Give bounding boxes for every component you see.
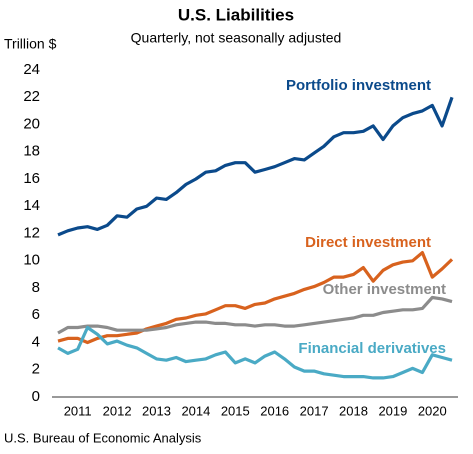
y-tick-label: 16: [23, 170, 40, 187]
x-tick-label: 2019: [378, 403, 407, 418]
series-label: Portfolio investment: [286, 77, 431, 94]
x-tick-label: 2015: [221, 403, 250, 418]
series-line: [57, 325, 453, 380]
y-tick-label: 12: [23, 224, 40, 241]
series-line: [57, 295, 453, 335]
y-axis-label: Trillion $: [4, 36, 57, 52]
x-tick-label: 2011: [64, 403, 92, 418]
x-tick-label: 2018: [339, 403, 368, 418]
series-line: [57, 96, 454, 237]
y-tick-label: 10: [23, 252, 40, 269]
series-label: Other investment: [323, 281, 446, 298]
y-tick-label: 0: [32, 388, 40, 405]
y-tick-label: 24: [23, 61, 40, 78]
y-tick-label: 20: [23, 115, 40, 132]
x-tick-label: 2017: [300, 403, 329, 418]
y-tick-label: 22: [23, 88, 40, 105]
x-tick-label: 2016: [260, 403, 289, 418]
x-tick-label: 2020: [418, 403, 447, 418]
source: U.S. Bureau of Economic Analysis: [4, 430, 202, 445]
series-line: [57, 251, 454, 345]
chart-subtitle: Quarterly, not seasonally adjusted: [131, 30, 342, 46]
x-tick-label: 2013: [142, 403, 171, 418]
y-tick-label: 8: [32, 279, 40, 296]
y-tick-label: 4: [32, 333, 40, 350]
series-label: Direct investment: [305, 234, 431, 251]
y-tick-label: 2: [32, 361, 40, 378]
series-label: Financial derivatives: [298, 340, 446, 357]
y-tick-label: 14: [23, 197, 40, 214]
x-tick-label: 2012: [103, 403, 132, 418]
y-tick-label: 18: [23, 143, 40, 160]
x-tick-label: 2014: [181, 403, 210, 418]
chart-title: U.S. Liabilities: [178, 5, 294, 24]
y-tick-label: 6: [32, 306, 40, 323]
